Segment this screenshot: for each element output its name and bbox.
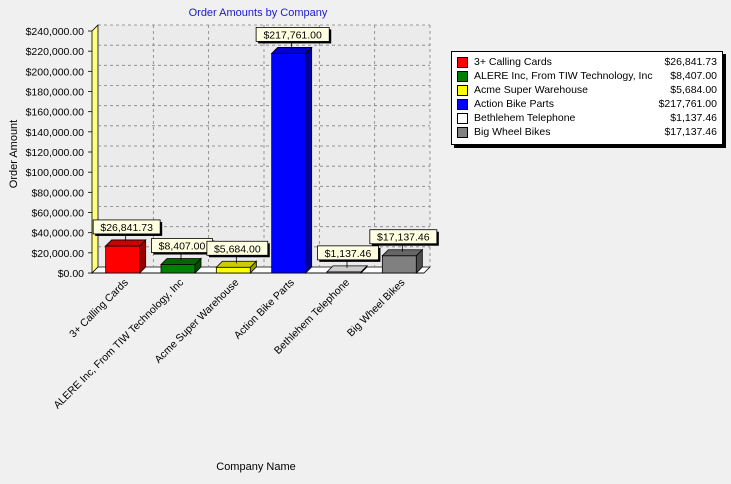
y-tick-label: $80,000.00 xyxy=(31,187,84,199)
legend-value: $8,407.00 xyxy=(670,70,717,82)
data-label-box xyxy=(206,240,269,256)
y-tick-label: $140,000.00 xyxy=(26,127,85,139)
legend-item: Big Wheel Bikes $17,137.46 xyxy=(452,125,722,139)
legend-value: $26,841.73 xyxy=(664,56,717,68)
data-label: $8,407.00 xyxy=(159,241,206,253)
legend-item: ALERE Inc, From TIW Technology, Inc $8,40… xyxy=(452,69,722,83)
bar xyxy=(160,264,196,274)
y-axis-title: Order Amount xyxy=(8,119,20,189)
bar-top xyxy=(381,249,424,257)
legend-value: $17,137.46 xyxy=(664,126,717,138)
data-label-box xyxy=(369,229,438,245)
data-label-box xyxy=(92,219,161,235)
y-tick-label: $120,000.00 xyxy=(26,147,85,159)
y-tick-label: $20,000.00 xyxy=(31,248,84,260)
y-tick-label: $40,000.00 xyxy=(31,228,84,240)
data-label: $1,137.46 xyxy=(325,248,372,260)
x-tick-label: 3+ Calling Cards xyxy=(67,277,131,341)
bar xyxy=(215,266,251,274)
y-tick-label: $100,000.00 xyxy=(26,167,85,179)
legend-value: $217,761.00 xyxy=(658,98,717,110)
y-tick-label: $220,000.00 xyxy=(26,46,85,58)
bar-top xyxy=(104,239,147,247)
data-label: $217,761.00 xyxy=(263,29,322,41)
legend-swatch xyxy=(457,71,468,82)
legend-swatch xyxy=(457,99,468,110)
legend-swatch xyxy=(457,113,468,124)
legend: 3+ Calling Cards $26,841.73 ALERE Inc, Fro… xyxy=(451,51,723,145)
chart-title: Order Amounts by Company xyxy=(188,7,328,19)
legend-swatch xyxy=(457,57,468,68)
x-axis-title: Company Name xyxy=(216,461,296,473)
legend-label: ALERE Inc, From TIW Technology, Inc xyxy=(474,70,653,82)
bar xyxy=(271,53,307,274)
y-tick-label: $240,000.00 xyxy=(26,26,85,38)
legend-swatch xyxy=(457,127,468,138)
bar-top xyxy=(326,265,368,273)
data-label-box xyxy=(317,245,379,261)
y-tick-label: $0.00 xyxy=(58,268,84,280)
bar-top xyxy=(160,258,202,265)
legend-label: Bethlehem Telephone xyxy=(474,112,576,124)
bar xyxy=(381,255,417,274)
data-label: $5,684.00 xyxy=(214,243,261,255)
x-tick-label: Big Wheel Bikes xyxy=(345,277,408,340)
bar-side xyxy=(305,46,313,274)
legend-label: Action Bike Parts xyxy=(474,98,554,110)
y-tick-label: $60,000.00 xyxy=(31,208,84,220)
data-label-box xyxy=(255,27,330,42)
legend-item: Acme Super Warehouse $5,684.00 xyxy=(452,83,722,97)
legend-value: $5,684.00 xyxy=(670,84,717,96)
data-label: $17,137.46 xyxy=(377,232,430,244)
legend-label: Big Wheel Bikes xyxy=(474,126,551,138)
legend-item: 3+ Calling Cards $26,841.73 xyxy=(452,55,722,69)
data-label: $26,841.73 xyxy=(100,222,153,234)
y-tick-label: $200,000.00 xyxy=(26,66,85,78)
y-tick-label: $160,000.00 xyxy=(26,107,85,119)
legend-value: $1,137.46 xyxy=(670,112,717,124)
legend-swatch xyxy=(457,85,468,96)
legend-label: 3+ Calling Cards xyxy=(474,56,552,68)
y-tick-label: $180,000.00 xyxy=(26,87,85,99)
bar-top xyxy=(215,260,258,268)
bar-top xyxy=(270,47,313,54)
legend-item: Action Bike Parts $217,761.00 xyxy=(452,97,722,111)
bar xyxy=(105,245,141,274)
legend-item: Bethlehem Telephone $1,137.46 xyxy=(452,111,722,125)
legend-label: Acme Super Warehouse xyxy=(474,84,588,96)
